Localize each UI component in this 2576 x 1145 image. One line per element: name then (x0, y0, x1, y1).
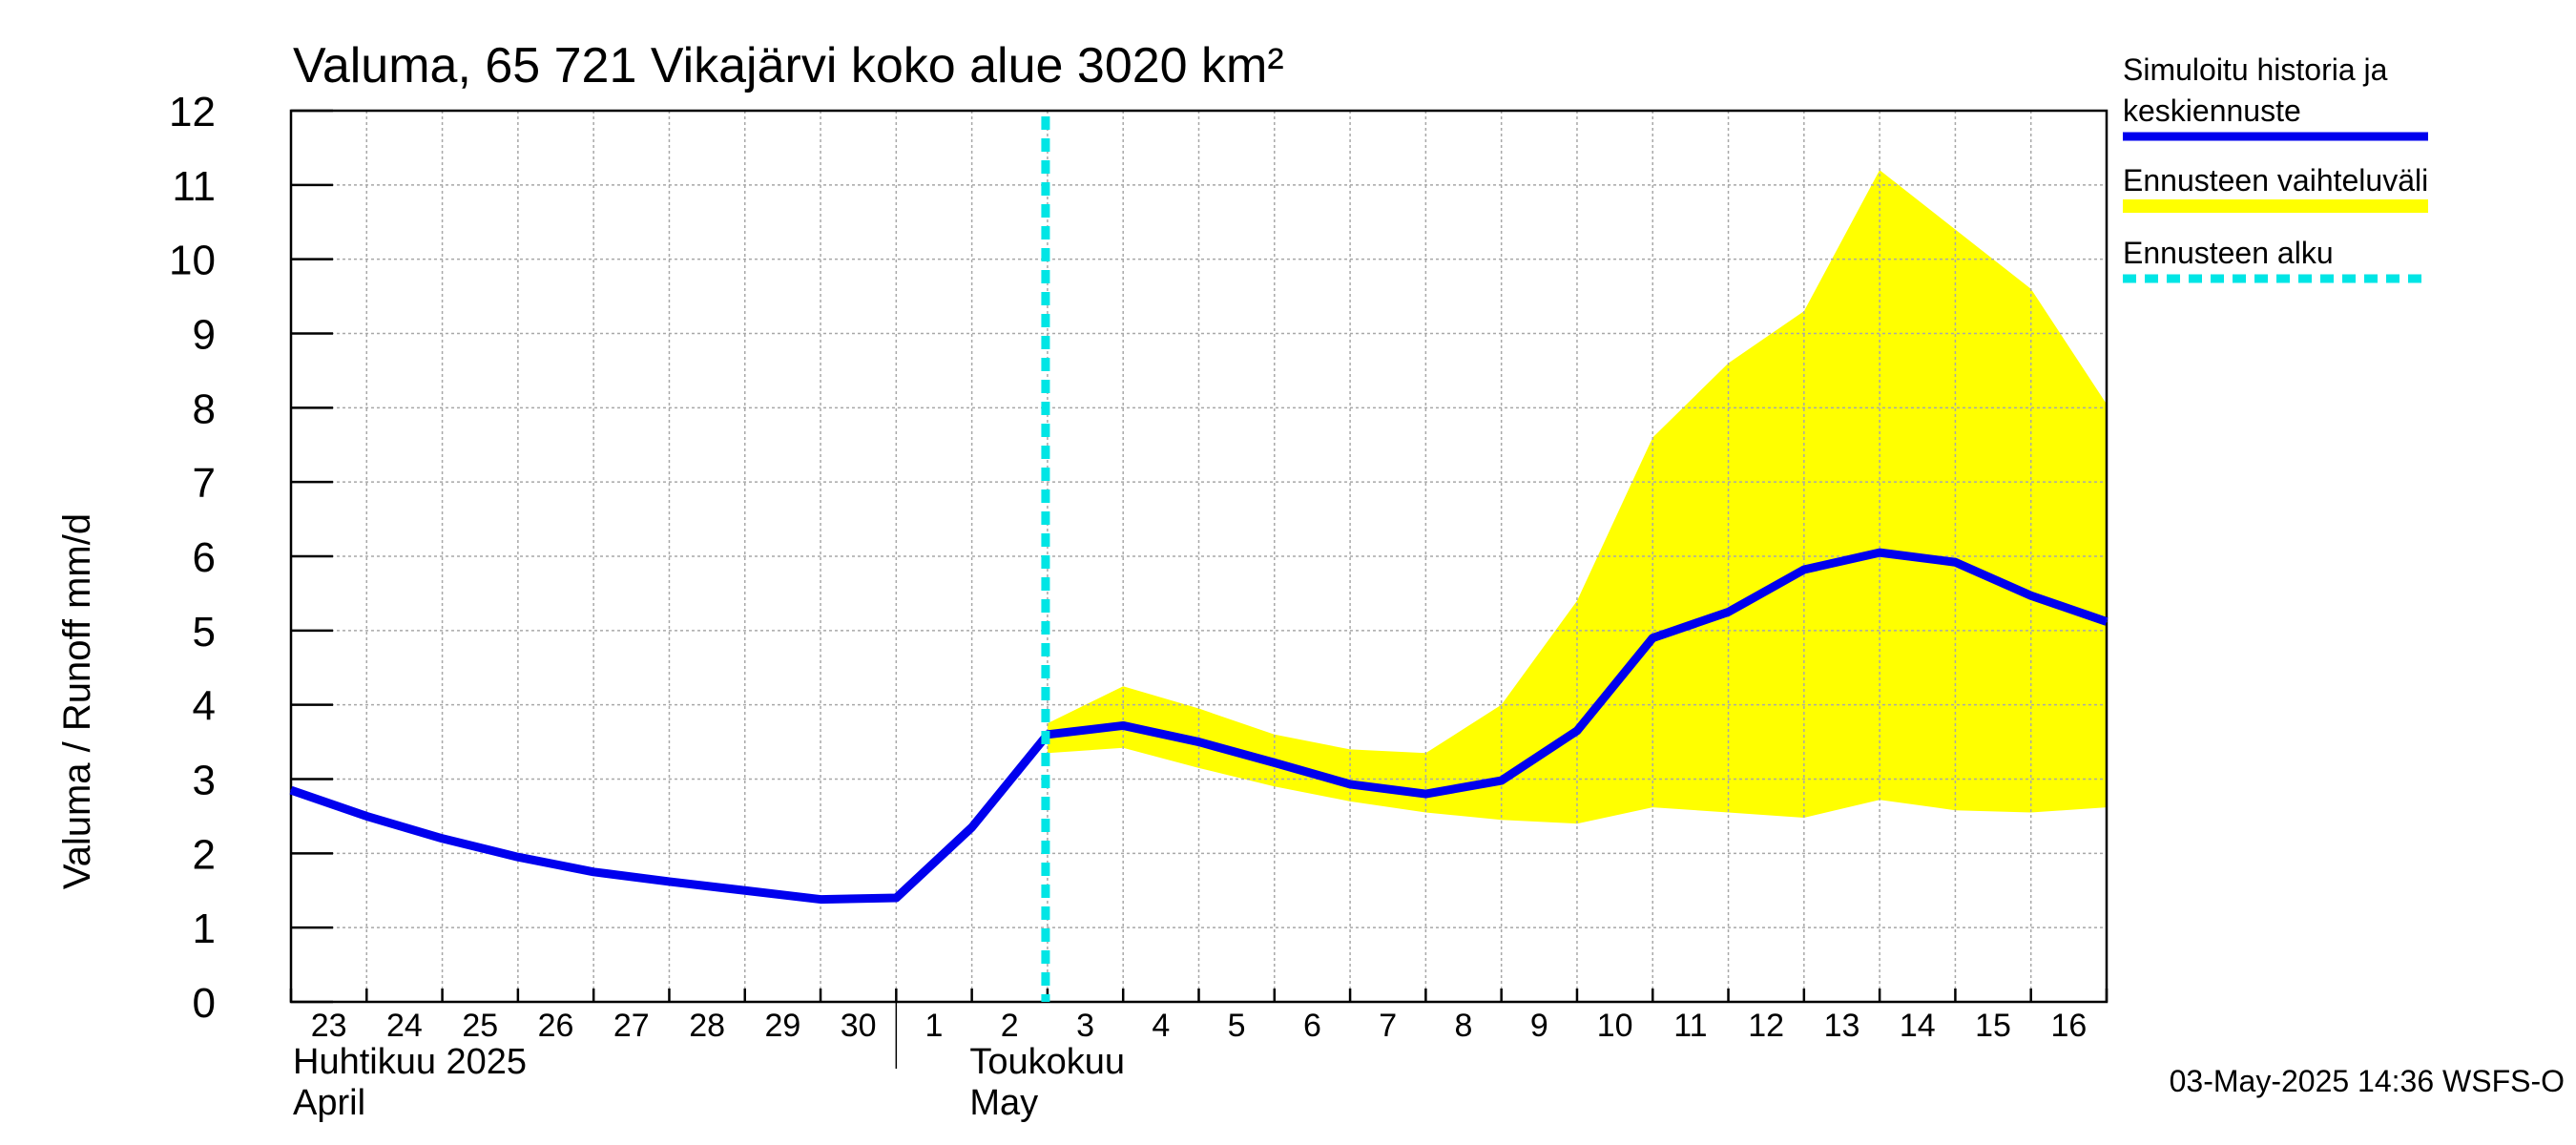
legend-label: Simuloitu historia ja (2123, 52, 2388, 87)
y-tick-label: 8 (193, 385, 216, 432)
x-tick-label: 12 (1748, 1008, 1784, 1044)
data-point (1727, 611, 1730, 614)
y-tick-label: 9 (193, 312, 216, 359)
y-tick-label: 1 (193, 906, 216, 952)
x-tick-label: 3 (1076, 1008, 1094, 1044)
legend-label: Ennusteen vaihteluväli (2123, 163, 2428, 198)
data-point (1122, 724, 1125, 727)
x-tick-label: 26 (538, 1008, 574, 1044)
data-point (1273, 761, 1276, 764)
x-tick-label: 7 (1379, 1008, 1397, 1044)
legend: Simuloitu historia ja keskiennuste Ennuste… (2123, 52, 2428, 283)
data-point (970, 826, 973, 828)
x-tick-label: 28 (689, 1008, 725, 1044)
data-point (441, 837, 444, 840)
data-point (668, 881, 671, 883)
x-tick-label: 2 (1001, 1008, 1019, 1044)
x-tick-label: 24 (386, 1008, 423, 1044)
y-tick-label: 10 (169, 238, 216, 284)
data-point (895, 897, 898, 899)
x-tick-label: 6 (1303, 1008, 1321, 1044)
x-tick-label: 16 (2050, 1008, 2087, 1044)
y-axis-label: Valuma / Runoff mm/d (56, 513, 98, 889)
x-tick-label: 1 (925, 1008, 944, 1044)
y-tick-label: 7 (193, 460, 216, 507)
x-tick-label: 11 (1673, 1008, 1707, 1044)
legend-label: keskiennuste (2123, 94, 2301, 128)
data-point (1349, 783, 1351, 785)
month-label: Toukokuu (969, 1042, 1125, 1082)
data-point (2106, 620, 2108, 623)
forecast-range-band (1047, 170, 2107, 824)
x-tick-label: 30 (841, 1008, 877, 1044)
data-point (592, 870, 594, 873)
month-label-en: May (969, 1083, 1038, 1123)
x-tick-label: 8 (1455, 1008, 1473, 1044)
data-point (290, 789, 292, 791)
x-tick-label: 25 (462, 1008, 498, 1044)
x-tick-label: 13 (1824, 1008, 1860, 1044)
data-point (1500, 780, 1503, 781)
y-tick-label: 5 (193, 609, 216, 656)
x-tick-label: 9 (1530, 1008, 1548, 1044)
month-label: Huhtikuu 2025 (293, 1042, 527, 1082)
x-tick-label: 29 (764, 1008, 800, 1044)
y-tick-label: 2 (193, 831, 216, 878)
x-tick-label: 4 (1152, 1008, 1170, 1044)
y-tick-label: 4 (193, 683, 216, 730)
footer-timestamp: 03-May-2025 14:36 WSFS-O (2170, 1064, 2565, 1098)
y-tick-label: 6 (193, 534, 216, 581)
data-point (743, 889, 746, 892)
data-point (1424, 793, 1427, 795)
data-point (1803, 569, 1805, 571)
data-point (1879, 552, 1880, 553)
chart-title: Valuma, 65 721 Vikajärvi koko alue 3020 … (293, 38, 1284, 94)
y-tick-label: 0 (193, 980, 216, 1027)
x-tick-label: 10 (1597, 1008, 1633, 1044)
legend-label: Ennusteen alku (2123, 236, 2334, 270)
x-tick-label: 15 (1975, 1008, 2011, 1044)
data-point (1576, 730, 1578, 732)
y-tick-label: 12 (169, 89, 216, 135)
x-tick-label: 23 (311, 1008, 347, 1044)
data-point (517, 856, 519, 859)
month-label-en: April (293, 1083, 365, 1123)
data-point (1197, 740, 1200, 743)
data-point (2029, 594, 2032, 597)
x-tick-label: 14 (1900, 1008, 1936, 1044)
x-tick-label: 5 (1228, 1008, 1246, 1044)
y-tick-label: 3 (193, 758, 216, 804)
data-point (820, 898, 821, 901)
y-tick-label: 11 (172, 163, 216, 210)
data-point (365, 815, 368, 818)
x-tick-label: 27 (613, 1008, 650, 1044)
data-point (1954, 561, 1957, 564)
data-point (1652, 636, 1654, 639)
